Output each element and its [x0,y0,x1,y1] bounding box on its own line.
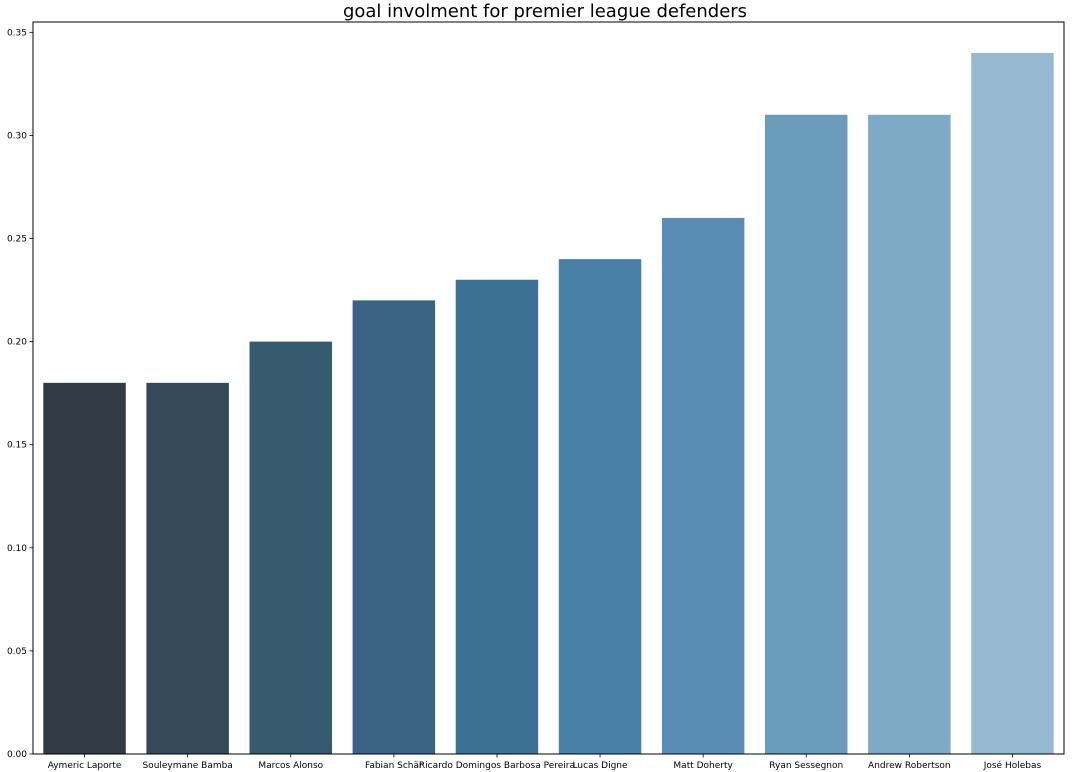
chart-title: goal involment for premier league defend… [343,1,747,22]
bar-1 [43,382,126,754]
plot-frame [32,21,1065,755]
bar-10 [971,52,1054,755]
x-tick-label: José Holebas [983,760,1042,771]
x-tick-label: Ricardo Domingos Barbosa Pereira [419,761,575,771]
y-tick-label: 0.10 [7,544,27,554]
bar-8 [765,114,848,754]
bar-7 [661,217,745,754]
x-tick-label: Fabian Schär [365,761,423,771]
bar-2 [146,382,229,754]
x-tick-label: Lucas Digne [573,761,628,771]
y-tick-label: 0.20 [7,338,27,348]
x-axis: Aymeric Laporte Souleymane Bamba Marcos Al… [48,754,1042,771]
bars-layer [43,52,1054,755]
y-tick-label: 0.35 [7,28,27,38]
bar-6 [558,259,642,754]
y-tick-label: 0.30 [7,131,27,141]
x-tick-label: Aymeric Laporte [48,761,122,771]
bar-5 [455,279,539,754]
x-tick-label: Marcos Alonso [258,761,323,771]
bar-9 [868,114,951,754]
y-tick-label: 0.15 [7,441,27,451]
x-tick-label: Andrew Robertson [868,761,951,771]
y-tick-label: 0.05 [7,647,27,657]
y-axis: 0.00 0.05 0.10 0.15 0.20 0.25 0.30 0.35 [7,28,33,760]
bar-4 [352,300,436,754]
y-tick-label: 0.00 [7,750,27,760]
x-tick-label: Matt Doherty [673,761,733,771]
x-tick-label: Souleymane Bamba [142,761,232,771]
bar-3 [249,341,332,754]
x-tick-label: Ryan Sessegnon [769,761,843,771]
y-tick-label: 0.25 [7,235,27,245]
